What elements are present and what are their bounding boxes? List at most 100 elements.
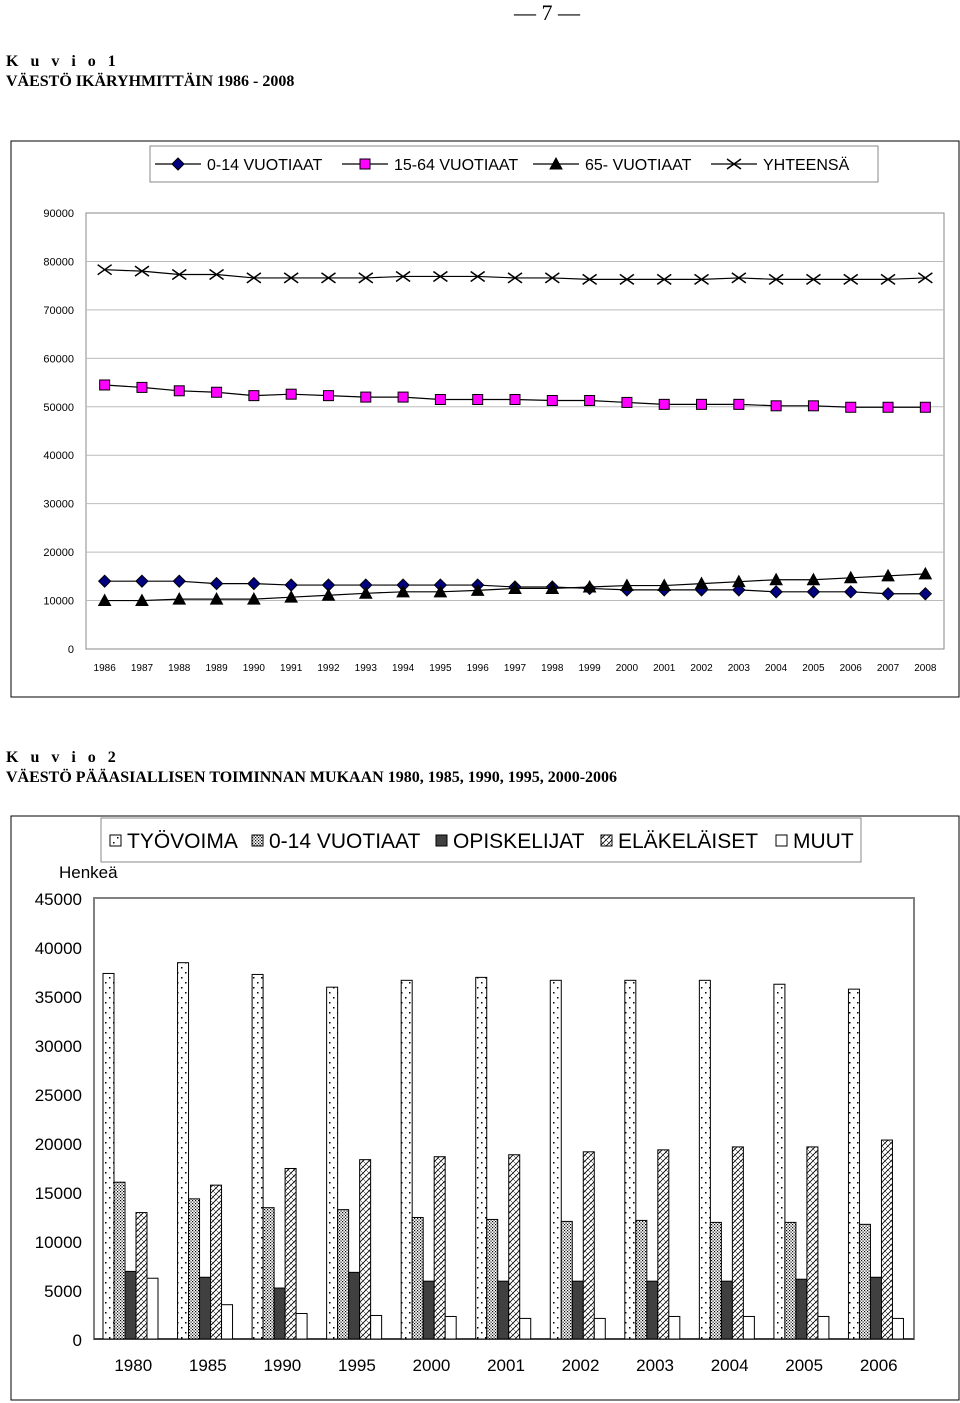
chart2-y-tick-label: 40000	[35, 939, 82, 958]
chart1-data-point	[507, 272, 523, 284]
chart2-bar	[560, 1220, 573, 1340]
chart1-data-point	[247, 576, 261, 591]
chart1-data-point	[770, 400, 782, 412]
chart1-x-tick-label: 1998	[541, 663, 564, 674]
chart2-x-tick-label: 1990	[263, 1356, 301, 1375]
chart2-y-tick-label: 25000	[35, 1086, 82, 1105]
chart2-bar	[400, 979, 413, 1340]
chart1-data-point	[881, 587, 895, 601]
chart2-legend	[100, 817, 862, 863]
chart2-bar	[188, 1198, 201, 1340]
chart2-bar	[657, 1149, 670, 1340]
chart1-y-tick-label: 30000	[43, 499, 74, 511]
chart1-data-point	[918, 566, 933, 580]
chart1-data-point	[321, 272, 336, 284]
chart1-y-tick-label: 90000	[43, 208, 74, 220]
chart2-y-tick-label: 15000	[35, 1184, 82, 1203]
chart2-bar	[146, 1277, 159, 1340]
chart1-data-point	[432, 270, 448, 283]
figure2-label: K u v i o 2	[6, 749, 120, 766]
chart1-data-point	[470, 583, 485, 596]
chart1-data-point	[769, 585, 783, 599]
chart2-legend-label: OPISKELIJAT	[453, 830, 585, 853]
chart1-data-point	[321, 588, 336, 601]
chart2-bar	[624, 979, 637, 1340]
chart1-legend-label: 15-64 VUOTIAAT	[394, 157, 518, 174]
chart2-bar	[135, 1212, 148, 1340]
chart1-data-point	[171, 268, 187, 281]
chart1-data-point	[134, 265, 150, 277]
chart2-bar	[847, 988, 860, 1340]
chart1-y-tick-label: 20000	[43, 547, 74, 559]
chart2-bar	[593, 1317, 606, 1340]
chart2-bar	[891, 1317, 904, 1340]
chart1-y-tick-label: 0	[68, 644, 74, 656]
chart2-bar	[549, 979, 562, 1340]
chart1-data-point	[248, 390, 260, 402]
chart1-data-point	[508, 581, 522, 594]
chart1-data-point	[396, 584, 410, 598]
chart1-y-tick-label: 80000	[43, 256, 74, 268]
chart2-legend-swatch	[251, 834, 264, 847]
chart2-bar	[422, 1280, 435, 1340]
chart1-x-tick-label: 2000	[616, 663, 639, 674]
chart1-data-point	[731, 574, 746, 588]
chart1-data-point	[358, 272, 374, 284]
chart1-data-point	[546, 394, 558, 406]
chart2-bar	[795, 1278, 808, 1340]
chart2-legend-label: ELÄKELÄISET	[618, 830, 758, 853]
chart2-x-tick-label: 1995	[338, 1356, 376, 1375]
chart1-x-tick-label: 2007	[877, 663, 900, 674]
chart1-data-point	[172, 592, 187, 605]
chart2-bar	[635, 1219, 648, 1340]
figure1-label: K u v i o 1	[6, 53, 120, 70]
figure1-title: VÄESTÖ IKÄRYHMITTÄIN 1986 - 2008	[6, 73, 295, 90]
chart1-x-tick-label: 1989	[205, 663, 228, 674]
chart2-bar	[742, 1315, 755, 1340]
chart1-data-point	[657, 578, 672, 592]
page-number: — 7 —	[514, 0, 580, 25]
chart2-bar	[251, 973, 264, 1340]
chart1-data-point	[360, 391, 372, 403]
chart2-bar	[177, 962, 190, 1340]
chart2-bar	[359, 1159, 372, 1340]
chart1-data-point	[397, 391, 409, 403]
chart2-bar	[668, 1315, 681, 1340]
chart2-bar	[817, 1315, 830, 1340]
figure2-title: VÄESTÖ PÄÄASIALLISEN TOIMINNAN MUKAAN 19…	[6, 769, 618, 786]
chart1-legend-marker	[171, 157, 185, 171]
chart1-series-2	[97, 566, 933, 607]
chart1-data-point	[806, 572, 821, 586]
chart1-legend-marker	[549, 156, 563, 170]
chart1-legend-label: YHTEENSÄ	[763, 156, 850, 174]
chart1-data-point	[656, 273, 672, 285]
chart2-bar	[113, 1181, 126, 1340]
chart2-y-tick-label: 45000	[35, 890, 82, 909]
chart1-data-point	[694, 576, 709, 590]
chart1-data-point	[209, 268, 225, 281]
chart1-data-point	[769, 572, 783, 586]
chart2-y-tick-label: 5000	[44, 1282, 82, 1301]
chart1-data-point	[619, 273, 635, 285]
chart2-x-tick-label: 2003	[636, 1356, 674, 1375]
chart1-data-point	[285, 388, 297, 400]
chart1-data-point	[358, 586, 373, 599]
chart2-bar	[709, 1221, 722, 1340]
chart2-bar	[221, 1304, 234, 1340]
chart2-bar	[646, 1280, 659, 1340]
chart1-y-tick-label: 40000	[43, 450, 74, 462]
chart1-data-point	[584, 394, 596, 406]
chart1-data-point	[843, 273, 859, 285]
chart1-x-tick-label: 2003	[728, 663, 751, 674]
chart1-plot-area	[85, 212, 945, 650]
chart1-legend-label: 65- VUOTIAAT	[585, 157, 692, 174]
chart1-data-point	[509, 394, 521, 406]
chart1-data-point	[283, 272, 299, 284]
chart2-bar	[411, 1216, 424, 1340]
chart2-bar	[698, 979, 711, 1340]
chart1-data-point	[545, 581, 560, 594]
chart1-series-1	[99, 379, 931, 413]
chart1-data-point	[97, 593, 112, 607]
chart2-bar	[326, 986, 339, 1340]
chart1-x-tick-label: 1991	[280, 663, 303, 674]
